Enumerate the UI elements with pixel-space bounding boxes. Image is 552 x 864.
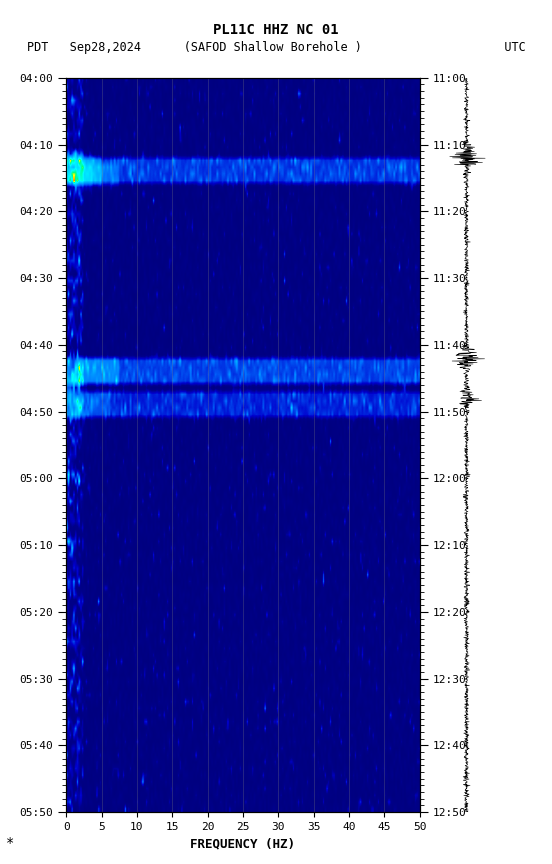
Text: PDT   Sep28,2024      (SAFOD Shallow Borehole )                    UTC: PDT Sep28,2024 (SAFOD Shallow Borehole )… [26,41,526,54]
X-axis label: FREQUENCY (HZ): FREQUENCY (HZ) [190,837,295,850]
Text: *: * [6,835,14,849]
Text: PL11C HHZ NC 01: PL11C HHZ NC 01 [213,23,339,37]
